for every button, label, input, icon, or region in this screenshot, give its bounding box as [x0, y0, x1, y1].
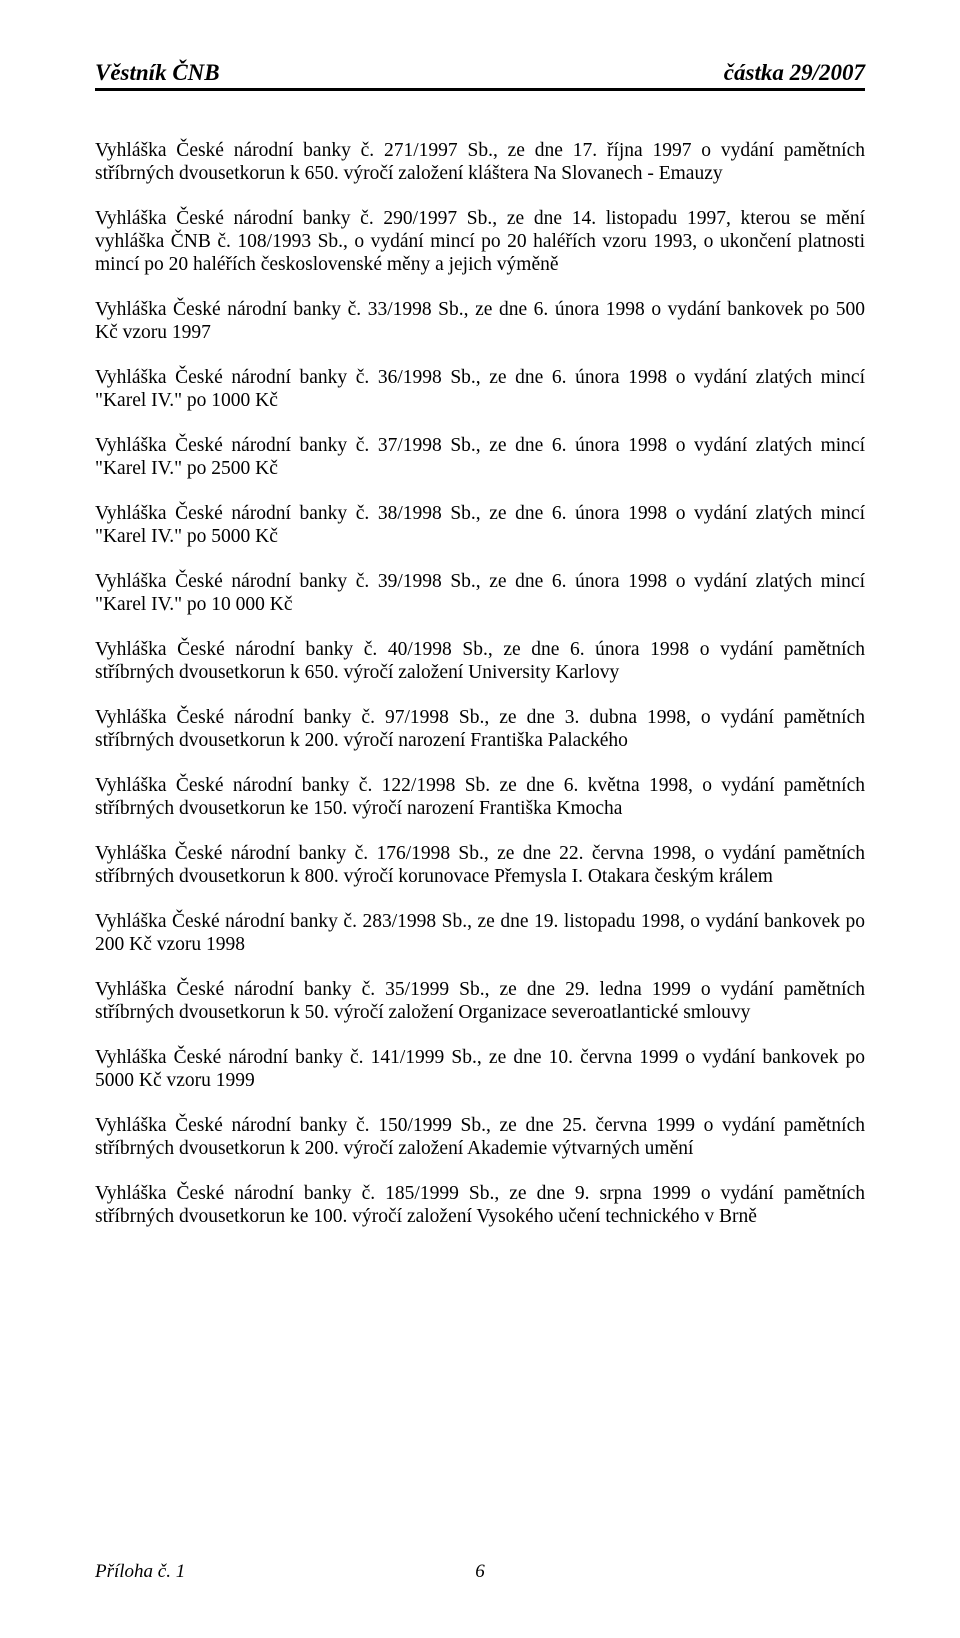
paragraph: Vyhláška České národní banky č. 150/1999… [95, 1114, 865, 1160]
header-right: částka 29/2007 [724, 60, 865, 86]
paragraph: Vyhláška České národní banky č. 38/1998 … [95, 502, 865, 548]
paragraph: Vyhláška České národní banky č. 33/1998 … [95, 298, 865, 344]
document-footer: Příloha č. 1 6 [95, 1561, 865, 1583]
paragraph: Vyhláška České národní banky č. 35/1999 … [95, 978, 865, 1024]
footer-page-number: 6 [475, 1561, 485, 1583]
paragraph: Vyhláška České národní banky č. 176/1998… [95, 842, 865, 888]
paragraph: Vyhláška České národní banky č. 36/1998 … [95, 366, 865, 412]
paragraph: Vyhláška České národní banky č. 122/1998… [95, 774, 865, 820]
paragraph: Vyhláška České národní banky č. 40/1998 … [95, 638, 865, 684]
paragraph: Vyhláška České národní banky č. 97/1998 … [95, 706, 865, 752]
paragraph: Vyhláška České národní banky č. 290/1997… [95, 207, 865, 276]
header-divider [95, 88, 865, 91]
paragraph: Vyhláška České národní banky č. 37/1998 … [95, 434, 865, 480]
paragraph: Vyhláška České národní banky č. 283/1998… [95, 910, 865, 956]
paragraph: Vyhláška České národní banky č. 39/1998 … [95, 570, 865, 616]
paragraph: Vyhláška České národní banky č. 271/1997… [95, 139, 865, 185]
paragraph: Vyhláška České národní banky č. 141/1999… [95, 1046, 865, 1092]
header-left: Věstník ČNB [95, 60, 220, 86]
document-header: Věstník ČNB částka 29/2007 [95, 60, 865, 86]
paragraph: Vyhláška České národní banky č. 185/1999… [95, 1182, 865, 1228]
